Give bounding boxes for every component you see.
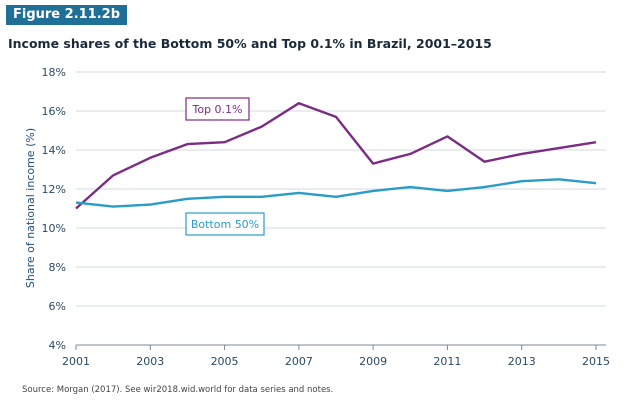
x-tick-label: 2015 (582, 355, 610, 368)
x-tick-label: 2005 (211, 355, 239, 368)
series-label-box-1 (185, 212, 265, 236)
series-lines (75, 101, 597, 210)
y-axis-ticks: 4% 6% 8% 10% 12% 14% 16% 18% (42, 66, 66, 352)
gridlines (76, 71, 606, 346)
x-tick-label: 2001 (62, 355, 90, 368)
x-tick-label: 2007 (285, 355, 313, 368)
y-tick-label: 4% (49, 339, 66, 352)
y-tick-label: 8% (49, 261, 66, 274)
y-tick-label: 16% (42, 105, 66, 118)
y-tick-label: 6% (49, 300, 66, 313)
y-tick-label: 18% (42, 66, 66, 79)
y-tick-label: 12% (42, 183, 66, 196)
source-note: Source: Morgan (2017). See wir2018.wid.w… (22, 385, 334, 395)
y-tick-label: 14% (42, 144, 66, 157)
x-tick-label: 2011 (433, 355, 461, 368)
series-label: Bottom 50% (191, 218, 259, 231)
series-label: Top 0.1% (191, 103, 242, 116)
figure-label: Figure 2.11.2b (6, 5, 128, 25)
x-tick-label: 2013 (508, 355, 536, 368)
series-line-0 (75, 101, 597, 210)
y-axis-label: Share of national income (%) (24, 128, 37, 288)
series-line-1 (75, 178, 597, 208)
series-label-box-0 (185, 97, 250, 121)
chart-title: Income shares of the Bottom 50% and Top … (8, 36, 492, 51)
y-tick-label: 10% (42, 222, 66, 235)
x-tick-label: 2009 (359, 355, 387, 368)
series-annotations: Top 0.1% Bottom 50% (185, 97, 265, 236)
x-axis-ticks: 2001 2003 2005 2007 2009 2011 2013 2015 (62, 345, 610, 368)
x-tick-label: 2003 (136, 355, 164, 368)
